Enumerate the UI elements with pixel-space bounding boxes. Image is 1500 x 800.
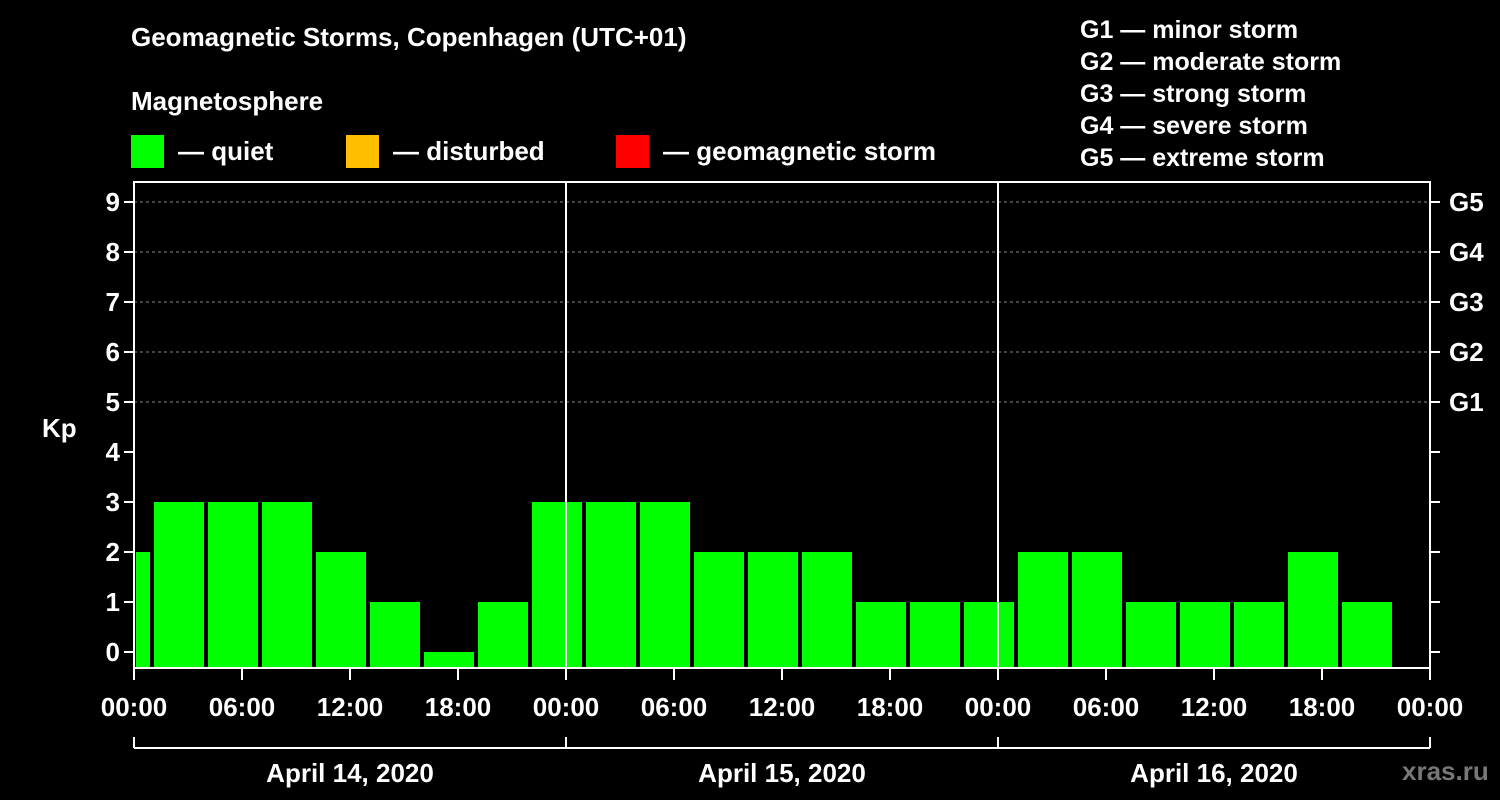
- x-tick-label-12: 00:00: [1397, 692, 1464, 722]
- chart-title: Geomagnetic Storms, Copenhagen (UTC+01): [131, 22, 687, 52]
- y-tick-label-2: 2: [106, 537, 120, 567]
- x-tick-label-0: 00:00: [101, 692, 168, 722]
- y-tick-label-3: 3: [106, 487, 120, 517]
- kp-bar-4: [316, 552, 366, 668]
- y-tick-label-5: 5: [106, 387, 120, 417]
- kp-bar-1: [154, 502, 204, 668]
- magnetosphere-title: Magnetosphere: [131, 86, 324, 116]
- legend-storm-swatch: [616, 134, 649, 168]
- kp-bar-14: [856, 602, 906, 668]
- kp-bar-15: [910, 602, 960, 668]
- y-tick-label-6: 6: [106, 337, 120, 367]
- legend-quiet: — quiet: [131, 134, 273, 168]
- kp-bar-10: [640, 502, 690, 668]
- storm-scale-legend: G1 — minor storm G2 — moderate storm G3 …: [1080, 14, 1341, 174]
- kp-bar-12: [748, 552, 798, 668]
- right-tick-label-g5: G5: [1449, 187, 1484, 217]
- right-tick-label-g4: G4: [1449, 237, 1484, 267]
- day-label-1: April 15, 2020: [698, 758, 866, 788]
- scale-g3: G3 — strong storm: [1080, 80, 1307, 108]
- x-tick-label-9: 06:00: [1073, 692, 1140, 722]
- x-tick-label-10: 12:00: [1181, 692, 1248, 722]
- scale-g5: G5 — extreme storm: [1080, 144, 1325, 172]
- x-tick-label-4: 00:00: [533, 692, 600, 722]
- x-tick-label-7: 18:00: [857, 692, 924, 722]
- watermark: xras.ru: [1402, 756, 1489, 786]
- x-tick-label-1: 06:00: [209, 692, 276, 722]
- kp-bar-20: [1180, 602, 1230, 668]
- kp-bar-21: [1234, 602, 1284, 668]
- scale-g1: G1 — minor storm: [1080, 16, 1299, 44]
- kp-bar-11: [694, 552, 744, 668]
- y-tick-label-8: 8: [106, 237, 120, 267]
- x-tick-label-2: 12:00: [317, 692, 384, 722]
- y-tick-label-7: 7: [106, 287, 120, 317]
- x-tick-label-11: 18:00: [1289, 692, 1356, 722]
- kp-bar-17: [1018, 552, 1068, 668]
- kp-bar-16: [964, 602, 1014, 668]
- kp-bar-8: [532, 502, 582, 668]
- kp-bar-0: [136, 552, 150, 668]
- scale-g2: G2 — moderate storm: [1080, 48, 1342, 76]
- x-tick-label-6: 12:00: [749, 692, 816, 722]
- y-tick-label-0: 0: [106, 637, 120, 667]
- kp-bar-2: [208, 502, 258, 668]
- legend-storm: — geomagnetic storm: [616, 134, 936, 168]
- kp-bar-5: [370, 602, 420, 668]
- legend-storm-label: — geomagnetic storm: [663, 135, 937, 166]
- y-tick-label-1: 1: [106, 587, 120, 617]
- y-axis-label: Kp: [42, 413, 77, 443]
- kp-bar-9: [586, 502, 636, 668]
- x-tick-label-8: 00:00: [965, 692, 1032, 722]
- kp-bar-3: [262, 502, 312, 668]
- day-label-2: April 16, 2020: [1130, 758, 1298, 788]
- kp-bar-22: [1288, 552, 1338, 668]
- right-tick-label-g3: G3: [1449, 287, 1484, 317]
- legend-disturbed-swatch: [346, 134, 379, 168]
- kp-bar-7: [478, 602, 528, 668]
- x-tick-label-3: 18:00: [425, 692, 492, 722]
- y-tick-label-4: 4: [106, 437, 121, 467]
- legend-disturbed-label: — disturbed: [393, 135, 545, 166]
- legend-quiet-swatch: [131, 134, 164, 168]
- legend-disturbed: — disturbed: [346, 134, 545, 168]
- y-tick-label-9: 9: [106, 187, 120, 217]
- kp-bar-23: [1342, 602, 1392, 668]
- kp-bar-18: [1072, 552, 1122, 668]
- kp-bar-13: [802, 552, 852, 668]
- day-label-0: April 14, 2020: [266, 758, 434, 788]
- x-tick-label-5: 06:00: [641, 692, 708, 722]
- kp-bar-6: [424, 652, 474, 668]
- right-tick-label-g2: G2: [1449, 337, 1484, 367]
- scale-g4: G4 — severe storm: [1080, 112, 1308, 140]
- legend-quiet-label: — quiet: [178, 135, 274, 166]
- kp-bar-19: [1126, 602, 1176, 668]
- right-tick-label-g1: G1: [1449, 387, 1484, 417]
